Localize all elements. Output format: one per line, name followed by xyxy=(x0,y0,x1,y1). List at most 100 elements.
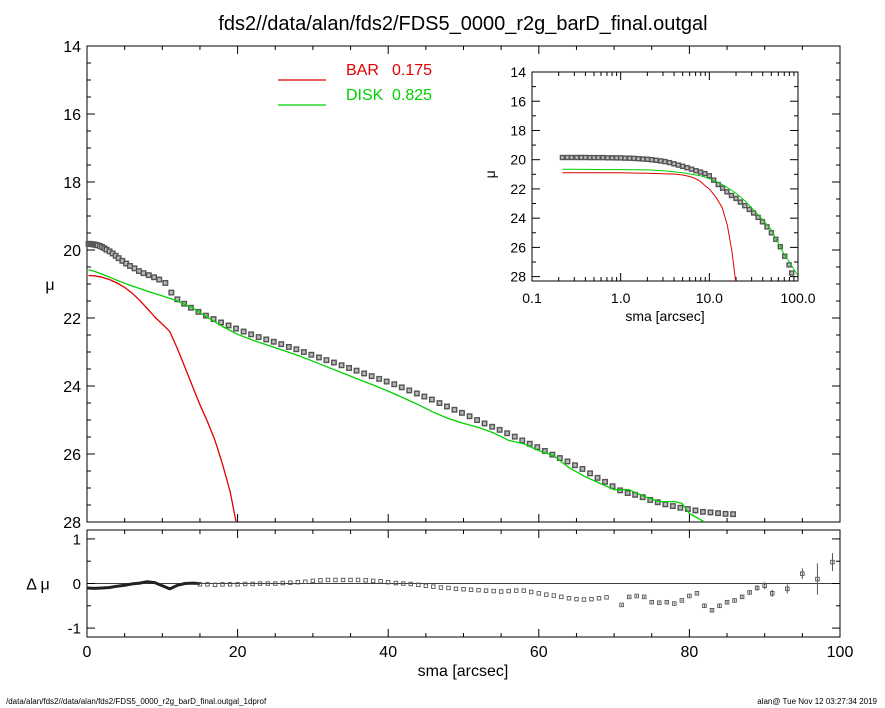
data-point xyxy=(707,509,714,516)
data-point xyxy=(624,490,631,496)
data-point xyxy=(677,504,684,511)
residual-point xyxy=(408,581,413,587)
inset-plot-frame xyxy=(531,71,799,282)
data-point xyxy=(428,396,435,403)
inset-data-point xyxy=(622,155,628,161)
inset-data-point xyxy=(666,159,673,166)
inset-data-point xyxy=(657,158,664,164)
x-tick-label: 0 xyxy=(83,644,92,661)
residual-point xyxy=(536,591,541,596)
data-point xyxy=(145,272,152,279)
inset-bar-line xyxy=(562,172,737,281)
y-tick-label: 28 xyxy=(63,515,81,532)
residual-point xyxy=(385,579,391,585)
data-point xyxy=(353,367,360,374)
inset-data-point xyxy=(737,199,744,205)
residual-point xyxy=(800,571,805,576)
residual-point xyxy=(529,589,534,595)
inset-data-point xyxy=(613,155,620,161)
residual-point xyxy=(318,578,323,583)
x-tick-label: 1.0 xyxy=(611,290,631,306)
y-axis-label: Δ μ xyxy=(26,577,49,594)
y-tick-label: 14 xyxy=(63,39,81,56)
x-tick-label: 10.0 xyxy=(696,290,723,306)
residual-point xyxy=(785,586,790,592)
inset-data-point xyxy=(733,195,739,202)
residual-point xyxy=(295,579,301,585)
bar-model-line xyxy=(88,274,237,522)
data-point xyxy=(398,384,405,391)
residual-point xyxy=(732,598,737,603)
inset-data-point xyxy=(559,154,566,161)
y-axis-label: μ xyxy=(45,277,54,294)
inset-data-point xyxy=(742,202,748,209)
residual-point xyxy=(431,584,436,589)
residual-point xyxy=(694,591,700,596)
data-point xyxy=(662,501,669,508)
data-point xyxy=(489,423,496,430)
residual-point xyxy=(393,580,398,586)
data-point xyxy=(511,433,518,440)
residual-point xyxy=(649,599,655,605)
inset-disk-line xyxy=(562,168,798,277)
y-tick-label: 26 xyxy=(510,239,526,255)
residual-point xyxy=(664,599,670,605)
inset-data-point xyxy=(719,185,726,191)
residual-point xyxy=(280,580,285,586)
residual-point xyxy=(830,559,835,565)
data-point xyxy=(140,270,147,277)
inset-data-point xyxy=(675,162,681,168)
residual-point xyxy=(423,583,429,588)
data-point xyxy=(504,430,511,437)
y-tick-label: 16 xyxy=(63,107,81,124)
disk-model-line xyxy=(88,269,705,522)
residual-point xyxy=(416,582,421,588)
data-point xyxy=(368,373,375,380)
residual-point xyxy=(370,578,376,584)
data-point xyxy=(240,328,247,335)
inset-data-point xyxy=(649,156,655,163)
inset-data-point xyxy=(684,164,690,171)
residual-point xyxy=(378,579,383,584)
residual-point xyxy=(754,585,760,591)
data-point xyxy=(248,331,255,338)
inset-data-point xyxy=(702,170,708,177)
residual-point xyxy=(453,586,459,592)
x-tick-label: 80 xyxy=(681,644,699,661)
data-point xyxy=(361,370,368,377)
inset-data-point xyxy=(688,166,695,172)
residual-point xyxy=(604,595,609,600)
data-point xyxy=(151,274,158,281)
residual-point xyxy=(257,581,263,586)
residual-point xyxy=(717,603,722,609)
residual-point xyxy=(333,577,338,583)
x-tick-label: 40 xyxy=(379,644,397,661)
inset-data-point xyxy=(578,154,584,161)
residual-point xyxy=(657,600,662,605)
legend-label: BAR xyxy=(346,62,379,79)
inset-data-point xyxy=(662,158,668,165)
inset-background xyxy=(532,72,798,281)
residual-point xyxy=(212,582,218,588)
data-point xyxy=(300,349,307,355)
data-point xyxy=(338,362,345,369)
data-point xyxy=(519,437,526,444)
data-point xyxy=(436,400,443,406)
residual-point xyxy=(310,578,316,584)
inset-data-point xyxy=(789,270,795,276)
residual-point xyxy=(242,581,248,587)
data-point xyxy=(466,413,473,420)
residual-point xyxy=(250,581,255,587)
residual-point xyxy=(205,582,210,587)
data-point xyxy=(572,462,578,469)
y-tick-label: 24 xyxy=(63,379,81,396)
residual-point xyxy=(197,582,203,587)
residual-point xyxy=(672,601,677,606)
residual-point xyxy=(724,599,730,605)
residual-point xyxy=(491,588,496,594)
residual-inner-line xyxy=(86,580,200,591)
data-point xyxy=(594,474,601,481)
y-tick-label: 20 xyxy=(63,243,81,260)
y-tick-label: 16 xyxy=(510,93,526,109)
